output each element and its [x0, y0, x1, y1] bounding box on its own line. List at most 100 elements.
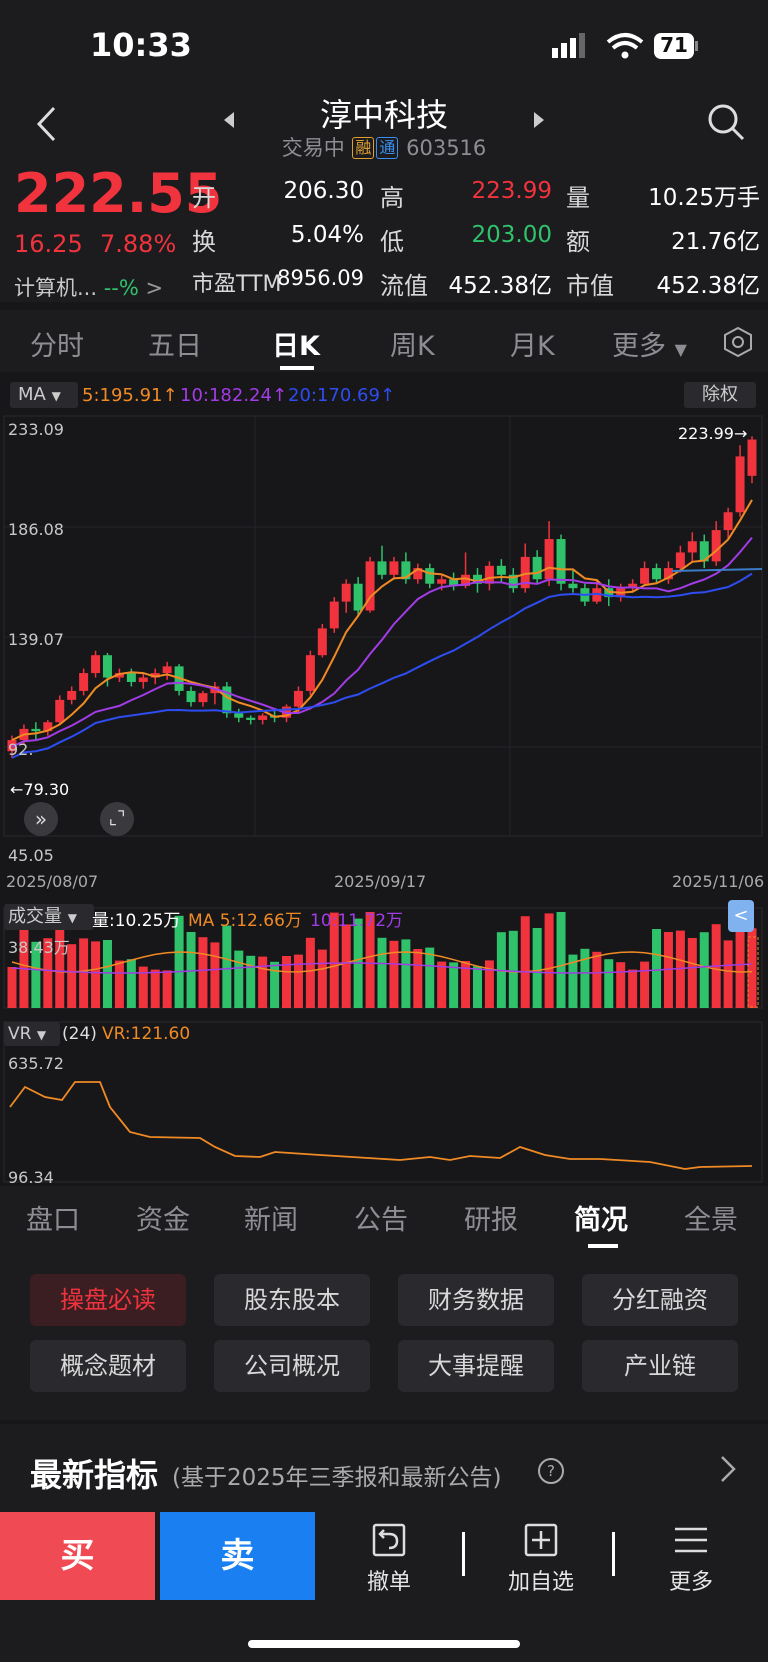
adjust-selector[interactable]: 除权 [684, 382, 756, 408]
tab-weekly-k[interactable]: 周K [390, 331, 435, 362]
tab-profile[interactable]: 简况 [574, 1205, 628, 1236]
tab-more[interactable]: 更多 ▼ [612, 331, 687, 362]
volume-label: 量 [566, 184, 590, 212]
btn-shareholders[interactable]: 股东股本 [214, 1274, 370, 1326]
volume-bar [114, 960, 124, 1008]
latest-indicators-row[interactable]: 最新指标 (基于2025年三季报和最新公告) ? [0, 1424, 768, 1512]
next-stock-icon[interactable] [532, 110, 546, 130]
tab-daily-k[interactable]: 日K [272, 331, 320, 362]
latest-subtitle: (基于2025年三季报和最新公告) [172, 1465, 502, 1491]
volume-bar [508, 930, 518, 1008]
undo-icon [372, 1523, 406, 1557]
volume-bar [461, 961, 471, 1008]
volume-bar [401, 939, 411, 1008]
btn-concepts[interactable]: 概念题材 [30, 1340, 186, 1392]
search-icon[interactable] [706, 102, 746, 142]
volume-bar [747, 928, 757, 1008]
candle [699, 541, 709, 562]
expand-arrows-icon[interactable]: » [24, 802, 58, 836]
candle [532, 556, 542, 580]
tab-intraday[interactable]: 分时 [30, 331, 84, 362]
candle [234, 713, 244, 718]
stock-subtitle: 交易中 融通 603516 [0, 132, 768, 162]
volume-bar [425, 947, 435, 1008]
candle [508, 574, 518, 589]
margin-badge: 融 [352, 137, 375, 159]
vol-ma10-line [11, 962, 753, 974]
volume-value: 10.25万手 [648, 185, 760, 211]
ma-selector[interactable]: MA ▼ [10, 382, 78, 408]
sell-button[interactable]: 卖 [160, 1512, 315, 1600]
collapse-panel-icon[interactable]: < [728, 900, 754, 932]
help-icon[interactable]: ? [538, 1458, 564, 1484]
volume-bar [580, 948, 590, 1008]
kline-svg[interactable] [0, 372, 768, 1186]
vr-period: (24) [62, 1024, 97, 1044]
volume-bar [449, 962, 459, 1008]
sector-link[interactable]: 计算机... --% > [14, 276, 164, 300]
tab-funds[interactable]: 资金 [136, 1205, 190, 1236]
btn-financials[interactable]: 财务数据 [398, 1274, 554, 1326]
ma5-readout: 5:195.91↑ [82, 385, 178, 406]
vr-value: VR:121.60 [102, 1024, 191, 1044]
volume-bar [174, 915, 184, 1008]
volume-bar [293, 954, 303, 1008]
btn-trading-guide[interactable]: 操盘必读 [30, 1274, 186, 1326]
candle [293, 690, 303, 707]
indicator-selector-volume[interactable]: 成交量 ▼ [4, 904, 94, 930]
candle [305, 655, 315, 691]
status-time: 10:33 [90, 26, 192, 64]
active-tab-indicator [280, 366, 314, 370]
volume-bar [520, 916, 530, 1008]
tab-monthly-k[interactable]: 月K [510, 331, 555, 362]
volume-bar [652, 929, 662, 1008]
battery-icon [654, 33, 694, 59]
turnover-label: 换 [192, 228, 216, 256]
ma5-line [11, 499, 753, 742]
back-icon[interactable] [34, 104, 58, 144]
vr-min-label: 96.34 [8, 1168, 54, 1187]
tab-overview[interactable]: 全景 [684, 1205, 738, 1236]
tab-research[interactable]: 研报 [464, 1205, 518, 1236]
add-watchlist-button[interactable]: 加自选 [496, 1522, 586, 1596]
tab-news[interactable]: 新闻 [244, 1205, 298, 1236]
quote-panel: 222.55 16.25 7.88% 计算机... --% > 开 206.30… [0, 162, 768, 302]
btn-events[interactable]: 大事提醒 [398, 1340, 554, 1392]
fullscreen-icon[interactable]: ⌞⌝ [100, 802, 134, 836]
volume-bar [7, 967, 17, 1008]
trading-status: 交易中 [281, 136, 345, 160]
volume-ma5: MA 5:12.66万 [188, 911, 302, 931]
tab-handicap[interactable]: 盘口 [26, 1205, 80, 1236]
stock-code: 603516 [406, 136, 487, 160]
wifi-icon [606, 33, 644, 44]
connect-badge: 通 [376, 137, 399, 159]
btn-industry-chain[interactable]: 产业链 [582, 1340, 738, 1392]
tab-five-day[interactable]: 五日 [148, 331, 202, 362]
price-change-pct: 7.88% [100, 230, 177, 258]
axis-top-label: 233.09 [8, 420, 64, 439]
price-line [671, 568, 763, 572]
candle [43, 722, 53, 732]
tab-announcements[interactable]: 公告 [354, 1205, 408, 1236]
indicator-selector-vr[interactable]: VR ▼ [4, 1022, 60, 1046]
btn-company-profile[interactable]: 公司概况 [214, 1340, 370, 1392]
pe-label: 市盈TTM [192, 272, 282, 297]
candle [126, 673, 136, 682]
axis-label-3: 139.07 [8, 630, 64, 649]
more-button[interactable]: 更多 [646, 1522, 736, 1596]
btn-dividends[interactable]: 分红融资 [582, 1274, 738, 1326]
home-indicator [248, 1640, 520, 1648]
cancel-order-button[interactable]: 撤单 [344, 1522, 434, 1596]
candle [425, 568, 435, 584]
candle [353, 583, 363, 611]
settings-hex-icon[interactable] [722, 326, 754, 358]
candle [735, 456, 745, 513]
volume-bar [640, 961, 650, 1008]
prev-stock-icon[interactable] [222, 110, 236, 130]
ma10-line [11, 536, 753, 748]
volume-bar [735, 912, 745, 1008]
signal-icon [552, 48, 558, 58]
candle [317, 628, 327, 656]
candle [67, 690, 77, 700]
buy-button[interactable]: 买 [0, 1512, 155, 1600]
